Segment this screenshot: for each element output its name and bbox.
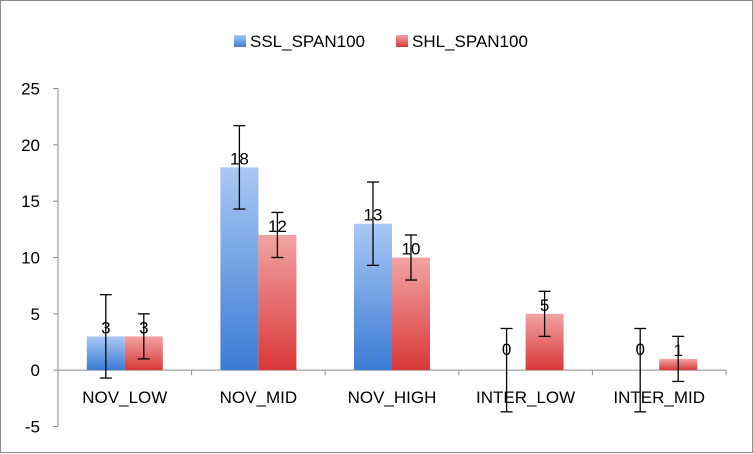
- data-label: 5: [540, 296, 549, 315]
- legend-label: SSL_SPAN100: [250, 32, 365, 51]
- x-tick-label: INTER_LOW: [476, 388, 575, 407]
- y-tick-label: 20: [21, 136, 40, 155]
- legend-swatch: [396, 35, 408, 47]
- data-label: 18: [230, 149, 249, 168]
- data-label: 13: [364, 206, 383, 225]
- data-label: 0: [635, 340, 644, 359]
- x-tick-label: INTER_MID: [613, 388, 705, 407]
- data-label: 3: [139, 318, 148, 337]
- y-tick-label: 25: [21, 80, 40, 99]
- x-tick-label: NOV_MID: [220, 388, 297, 407]
- legend-label: SHL_SPAN100: [412, 32, 528, 51]
- data-label: 12: [268, 217, 287, 236]
- y-tick-label: 0: [31, 361, 40, 380]
- y-tick-label: 5: [31, 305, 40, 324]
- bars: [86, 167, 698, 371]
- data-label: 3: [101, 318, 110, 337]
- y-tick-label: 15: [21, 192, 40, 211]
- x-tick-label: NOV_LOW: [82, 388, 167, 407]
- error-bars: [99, 125, 685, 413]
- data-label: 0: [502, 340, 511, 359]
- data-labels: 3 18 13 0 0 3 12 10 5 1: [101, 149, 683, 360]
- x-tick-label: NOV_HIGH: [348, 388, 437, 407]
- y-tick-label: 10: [21, 249, 40, 268]
- legend: SSL_SPAN100 SHL_SPAN100: [234, 32, 528, 51]
- legend-swatch: [234, 35, 246, 47]
- data-label: 1: [673, 341, 682, 360]
- data-label: 10: [402, 240, 421, 259]
- y-tick-label: -5: [25, 418, 40, 437]
